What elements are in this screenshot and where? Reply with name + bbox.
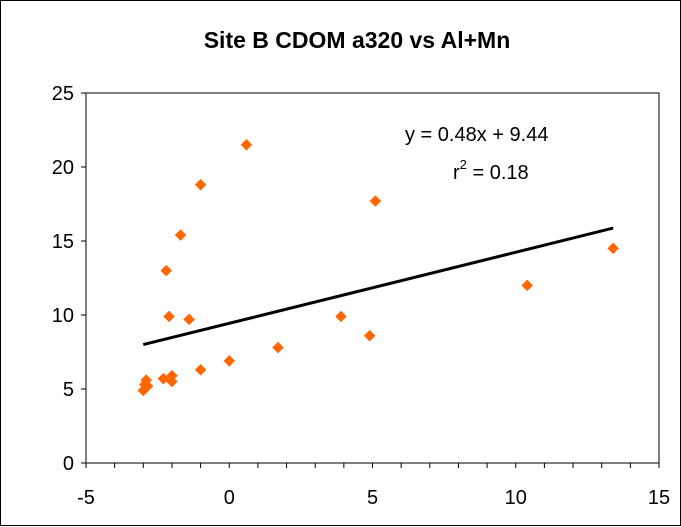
- y-tick-label: 0: [63, 453, 74, 475]
- data-point: [363, 329, 376, 342]
- x-tick-label: 0: [224, 487, 235, 509]
- data-point: [223, 355, 236, 367]
- data-points-group: [137, 138, 620, 397]
- data-point: [607, 242, 620, 255]
- data-point: [160, 264, 173, 277]
- data-point: [163, 310, 175, 323]
- data-point: [166, 375, 178, 388]
- r-squared-value: = 0.18: [467, 162, 529, 184]
- y-tick-label: 25: [52, 83, 74, 105]
- chart-title: Site B CDOM a320 vs Al+Mn: [204, 27, 511, 53]
- y-tick-label: 5: [63, 379, 74, 401]
- x-tick-label: 10: [505, 487, 527, 509]
- y-tick-label: 15: [52, 231, 74, 253]
- data-point: [521, 279, 534, 292]
- data-point: [194, 178, 207, 191]
- data-point: [194, 363, 207, 376]
- data-point: [157, 372, 170, 385]
- r-squared-base: r: [453, 162, 460, 184]
- x-tick-label: 5: [367, 487, 378, 509]
- y-tick-label: 20: [52, 157, 74, 179]
- x-tick-label: -5: [77, 487, 95, 509]
- data-point: [272, 341, 284, 354]
- data-point: [369, 195, 382, 207]
- data-point: [141, 380, 154, 392]
- trendline-equation: y = 0.48x + 9.44: [405, 124, 548, 146]
- r-squared-label: r2 = 0.18: [453, 157, 529, 184]
- data-point: [240, 138, 253, 151]
- data-point: [174, 229, 187, 241]
- y-tick-label: 10: [52, 305, 74, 327]
- trendline: [142, 226, 614, 347]
- plot-area: [85, 92, 660, 464]
- r-squared-superscript: 2: [460, 157, 467, 172]
- data-point: [183, 313, 195, 326]
- data-point: [335, 310, 347, 323]
- x-tick-label: 15: [648, 487, 670, 509]
- trendline-group: [142, 226, 614, 347]
